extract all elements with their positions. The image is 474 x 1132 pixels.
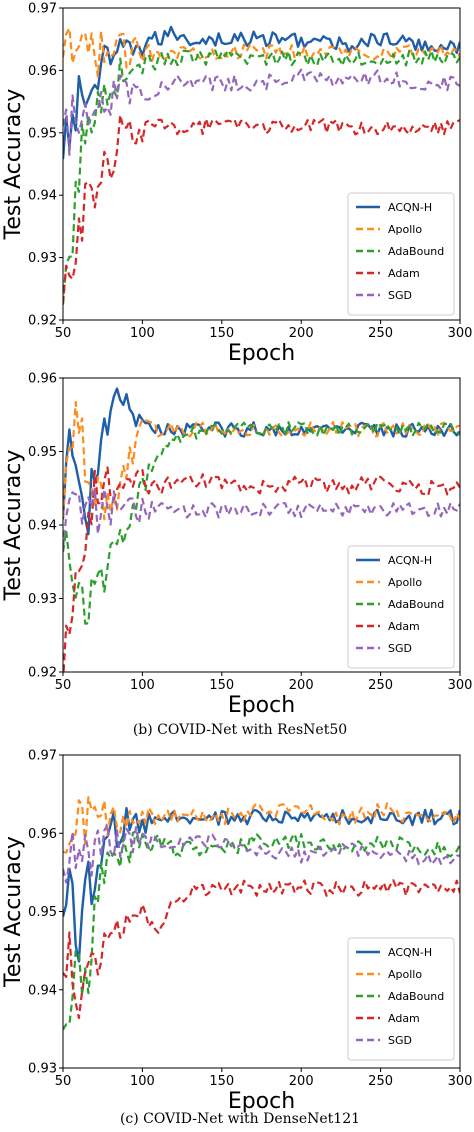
- chart-panel-1: 50 100 150 200 250 300 0.92 0.93 0.94 0.95 0.96 0.9…: [1, 2, 472, 367]
- series-line-acqn-h: [63, 387, 460, 536]
- x-tick-label: 150: [209, 1074, 234, 1089]
- y-tick-label: 0.95: [28, 126, 57, 141]
- legend-label-adabound: AdaBound: [388, 245, 444, 258]
- y-tick-label: 0.96: [28, 64, 57, 79]
- chart-panel-3: 50 100 150 200 250 300 0.93 0.94 0.95 0.96 0.97 Epo…: [1, 749, 472, 1128]
- y-tick-label: 0.92: [28, 666, 57, 681]
- y-tick-label: 0.96: [28, 372, 57, 387]
- legend: ACQN-H Apollo AdaBound Adam SGD: [347, 545, 455, 669]
- y-tick-label: 0.93: [28, 1062, 57, 1077]
- legend-label-sgd: SGD: [388, 289, 412, 302]
- plot-area: [63, 25, 460, 305]
- y-tick-label: 0.94: [28, 983, 57, 998]
- x-tick-label: 300: [448, 678, 473, 693]
- legend-label-acqn-h: ACQN-H: [388, 201, 432, 214]
- plot-area: [63, 796, 460, 1031]
- series-line-apollo: [63, 796, 460, 854]
- legend-label-sgd: SGD: [388, 1034, 412, 1047]
- x-tick-label: 300: [448, 326, 473, 341]
- series-line-adabound: [63, 830, 460, 1031]
- y-axis-label: Test Accuracy: [1, 450, 26, 602]
- x-tick-label: 150: [209, 326, 234, 341]
- series-line-adam: [63, 879, 460, 1020]
- x-tick-label: 150: [209, 678, 234, 693]
- series-line-acqn-h: [63, 807, 460, 963]
- legend-label-acqn-h: ACQN-H: [388, 946, 432, 959]
- x-tick-label: 50: [55, 326, 72, 341]
- plot-area: [63, 387, 460, 672]
- x-tick-label: 100: [130, 678, 155, 693]
- x-axis-label: Epoch: [228, 693, 295, 718]
- x-tick-label: 250: [368, 678, 393, 693]
- series-line-adam: [63, 113, 460, 303]
- legend-label-adam: Adam: [388, 1012, 420, 1025]
- legend-label-apollo: Apollo: [388, 223, 422, 236]
- legend-label-acqn-h: ACQN-H: [388, 554, 432, 567]
- x-tick-label: 50: [55, 1074, 72, 1089]
- legend-label-apollo: Apollo: [388, 968, 422, 981]
- legend: ACQN-H Apollo AdaBound Adam SGD: [347, 937, 455, 1061]
- series-line-sgd: [63, 68, 460, 156]
- legend-label-adabound: AdaBound: [388, 990, 444, 1003]
- y-tick-label: 0.94: [28, 189, 57, 204]
- y-tick-label: 0.93: [28, 251, 57, 266]
- y-axis-label: Test Accuracy: [1, 836, 26, 988]
- series-line-adam: [63, 466, 460, 672]
- x-tick-label: 100: [130, 1074, 155, 1089]
- x-tick-label: 50: [55, 678, 72, 693]
- y-tick-label: 0.96: [28, 827, 57, 842]
- y-tick-label: 0.95: [28, 905, 57, 920]
- x-tick-label: 250: [368, 326, 393, 341]
- panel-caption: (b) COVID-Net with ResNet50: [133, 722, 347, 738]
- panel-caption: (c) COVID-Net with DenseNet121: [120, 1111, 360, 1127]
- legend-box: [347, 192, 455, 316]
- legend-label-sgd: SGD: [388, 642, 412, 655]
- series-line-adabound: [63, 49, 460, 305]
- x-tick-label: 200: [289, 1074, 314, 1089]
- y-tick-label: 0.94: [28, 519, 57, 534]
- axes-frame: [62, 7, 461, 321]
- x-axis-label: Epoch: [228, 1089, 295, 1114]
- legend-label-adam: Adam: [388, 267, 420, 280]
- series-line-sgd: [63, 823, 460, 884]
- chart-panel-2: 50 100 150 200 250 300 0.92 0.93 0.94 0.95 0.96 Epo…: [1, 372, 472, 739]
- legend-label-adam: Adam: [388, 620, 420, 633]
- legend-label-adabound: AdaBound: [388, 598, 444, 611]
- x-tick-label: 300: [448, 1074, 473, 1089]
- legend-box: [347, 545, 455, 669]
- legend-box: [347, 937, 455, 1061]
- series-line-adabound: [63, 421, 460, 625]
- series-line-sgd: [63, 487, 460, 549]
- x-tick-label: 250: [368, 1074, 393, 1089]
- series-line-apollo: [63, 401, 460, 521]
- x-axis-label: Epoch: [228, 341, 295, 366]
- y-tick-label: 0.97: [28, 749, 57, 764]
- legend: ACQN-H Apollo AdaBound Adam SGD: [347, 192, 455, 316]
- y-tick-label: 0.95: [28, 445, 57, 460]
- y-tick-label: 0.92: [28, 314, 57, 329]
- x-tick-label: 200: [289, 678, 314, 693]
- series-line-acqn-h: [63, 25, 460, 160]
- y-tick-label: 0.93: [28, 592, 57, 607]
- legend-label-apollo: Apollo: [388, 576, 422, 589]
- x-tick-label: 100: [130, 326, 155, 341]
- y-tick-label: 0.97: [28, 2, 57, 17]
- x-tick-label: 200: [289, 326, 314, 341]
- y-axis-label: Test Accuracy: [1, 89, 26, 241]
